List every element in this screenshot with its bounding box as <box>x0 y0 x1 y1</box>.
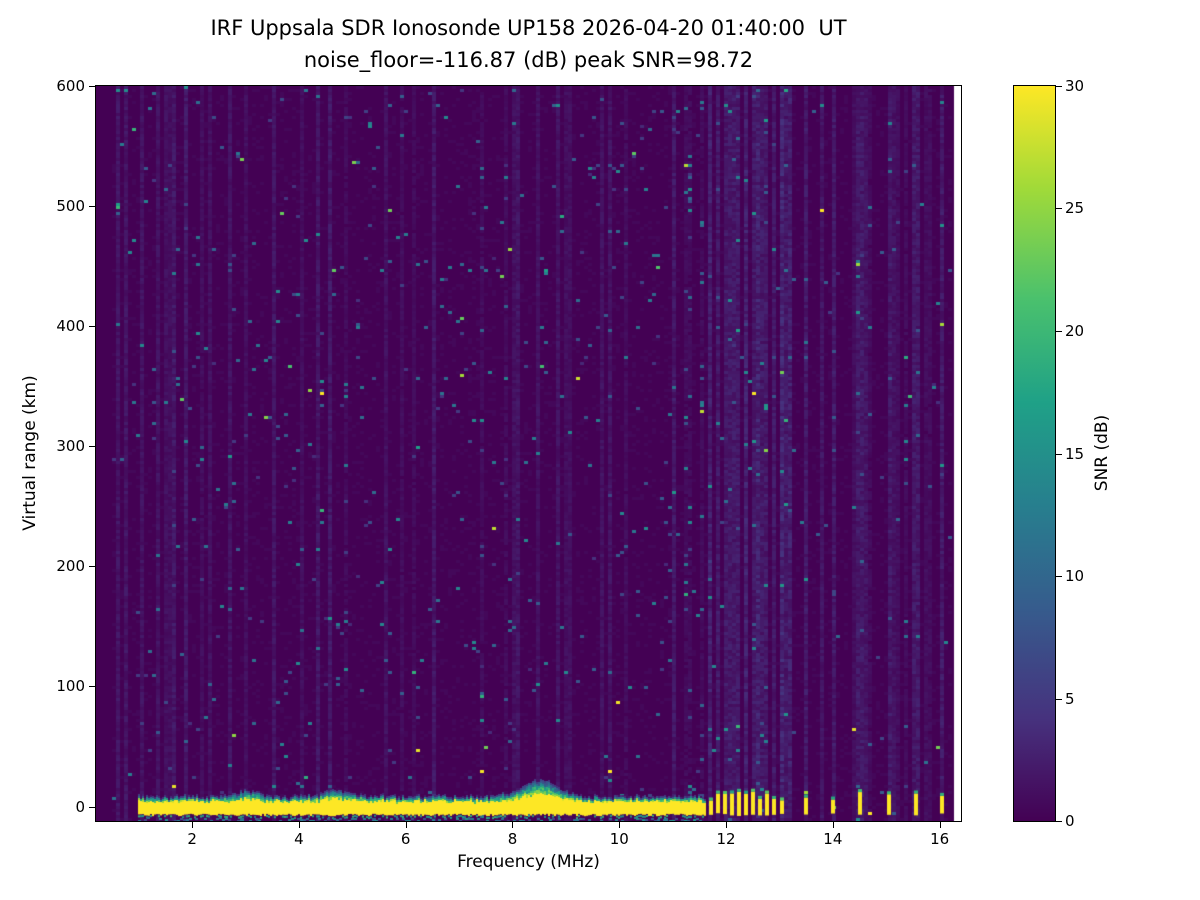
y-tick <box>89 86 95 87</box>
colorbar-tick-label: 5 <box>1065 690 1075 708</box>
y-tick <box>89 326 95 327</box>
x-tick-label: 4 <box>294 830 304 848</box>
x-tick <box>939 822 941 828</box>
x-tick <box>832 822 834 828</box>
y-tick <box>89 446 95 447</box>
x-tick <box>298 822 300 828</box>
colorbar-tick <box>1056 699 1062 700</box>
colorbar-tick <box>1056 576 1062 577</box>
colorbar-tick-label: 20 <box>1065 322 1085 340</box>
colorbar-tick <box>1056 86 1062 87</box>
x-tick-label: 6 <box>400 830 411 848</box>
y-tick-label: 400 <box>56 317 85 335</box>
colorbar-tick-label: 0 <box>1065 812 1075 830</box>
colorbar <box>1013 85 1056 822</box>
x-tick <box>726 822 728 828</box>
x-tick <box>405 822 407 828</box>
y-tick <box>89 807 95 808</box>
x-axis-label: Frequency (MHz) <box>457 852 600 872</box>
y-tick-label: 100 <box>56 677 85 695</box>
x-tick-label: 12 <box>716 830 736 848</box>
colorbar-tick <box>1056 331 1062 332</box>
colorbar-tick-label: 15 <box>1065 445 1085 463</box>
colorbar-label: SNR (dB) <box>1092 414 1112 492</box>
x-tick-label: 14 <box>823 830 843 848</box>
x-tick <box>192 822 194 828</box>
x-tick-label: 16 <box>930 830 950 848</box>
x-tick-label: 8 <box>507 830 518 848</box>
chart-title: IRF Uppsala SDR Ionosonde UP158 2026-04-… <box>210 16 847 40</box>
x-tick-label: 10 <box>609 830 629 848</box>
colorbar-tick <box>1056 821 1062 822</box>
x-tick <box>512 822 514 828</box>
colorbar-tick <box>1056 454 1062 455</box>
colorbar-tick <box>1056 208 1062 209</box>
chart-subtitle: noise_floor=-116.87 (dB) peak SNR=98.72 <box>303 48 754 72</box>
heatmap-canvas <box>96 86 961 821</box>
plot-area <box>95 85 962 822</box>
y-tick <box>89 206 95 207</box>
x-tick-label: 2 <box>187 830 197 848</box>
colorbar-tick-label: 10 <box>1065 567 1085 585</box>
y-tick <box>89 686 95 687</box>
y-tick-label: 600 <box>56 77 85 95</box>
y-tick-label: 200 <box>56 557 85 575</box>
y-tick-label: 0 <box>75 798 85 816</box>
x-tick <box>619 822 621 828</box>
colorbar-tick-label: 25 <box>1065 199 1085 217</box>
y-tick-label: 500 <box>56 197 85 215</box>
y-tick-label: 300 <box>56 437 85 455</box>
colorbar-tick-label: 30 <box>1065 77 1085 95</box>
y-tick <box>89 566 95 567</box>
